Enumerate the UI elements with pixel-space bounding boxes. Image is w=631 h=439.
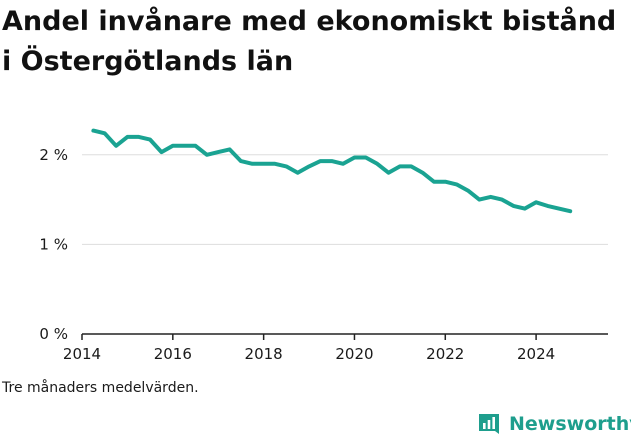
data-point bbox=[250, 162, 254, 166]
data-point bbox=[421, 171, 425, 175]
data-point bbox=[148, 138, 152, 142]
x-tick-label: 2022 bbox=[426, 345, 464, 363]
brand-logo[interactable]: Newsworthy bbox=[476, 409, 631, 439]
data-point bbox=[239, 159, 243, 163]
gridlines bbox=[82, 154, 608, 245]
data-point bbox=[511, 204, 515, 208]
data-point bbox=[194, 144, 198, 148]
data-point bbox=[182, 144, 186, 148]
data-point bbox=[432, 180, 436, 184]
x-tick-label: 2016 bbox=[154, 345, 192, 363]
x-tick-label: 2020 bbox=[335, 345, 373, 363]
data-point bbox=[364, 156, 368, 160]
data-point bbox=[296, 171, 300, 175]
data-point bbox=[284, 164, 288, 168]
data-point bbox=[568, 209, 572, 213]
series bbox=[91, 128, 573, 214]
data-point bbox=[443, 180, 447, 184]
data-point bbox=[398, 164, 402, 168]
x-tick-label: 2014 bbox=[63, 345, 101, 363]
series-line bbox=[91, 128, 573, 214]
data-point bbox=[341, 162, 345, 166]
data-point bbox=[307, 164, 311, 168]
data-point bbox=[557, 207, 561, 211]
newsworthy-logo-icon bbox=[479, 414, 499, 434]
data-point bbox=[455, 182, 459, 186]
data-point bbox=[546, 204, 550, 208]
data-point bbox=[318, 159, 322, 163]
data-point bbox=[273, 162, 277, 166]
data-point bbox=[466, 189, 470, 193]
data-point bbox=[489, 195, 493, 199]
y-tick-label: 2 % bbox=[39, 146, 68, 164]
footnote: Tre månaders medelvärden. bbox=[2, 380, 199, 396]
data-point bbox=[387, 171, 391, 175]
data-point bbox=[262, 162, 266, 166]
data-point bbox=[534, 200, 538, 204]
chart-title: Andel invånare med ekonomiskt bistånd i … bbox=[2, 6, 617, 77]
data-point bbox=[160, 150, 164, 154]
x-tick-label: 2018 bbox=[245, 345, 283, 363]
data-point bbox=[137, 135, 141, 139]
y-tick-label: 0 % bbox=[39, 325, 68, 343]
data-point bbox=[91, 129, 95, 133]
data-point bbox=[171, 144, 175, 148]
data-point bbox=[409, 164, 413, 168]
data-point bbox=[103, 131, 107, 135]
data-point bbox=[228, 147, 232, 151]
data-point bbox=[523, 207, 527, 211]
brand-name: Newsworthy bbox=[509, 413, 631, 435]
data-point bbox=[477, 198, 481, 202]
y-axis-ticks: 0 % 1 % 2 % bbox=[39, 146, 68, 343]
x-axis: 2014 2016 2018 2020 2022 2024 bbox=[63, 333, 608, 363]
x-tick-label: 2024 bbox=[517, 345, 555, 363]
y-tick-label: 1 % bbox=[39, 235, 68, 253]
data-point bbox=[375, 162, 379, 166]
data-point bbox=[205, 153, 209, 157]
data-point bbox=[353, 156, 357, 160]
data-point bbox=[125, 135, 129, 139]
data-point bbox=[500, 198, 504, 202]
data-point bbox=[330, 159, 334, 163]
data-point bbox=[216, 150, 220, 154]
data-point bbox=[114, 144, 118, 148]
